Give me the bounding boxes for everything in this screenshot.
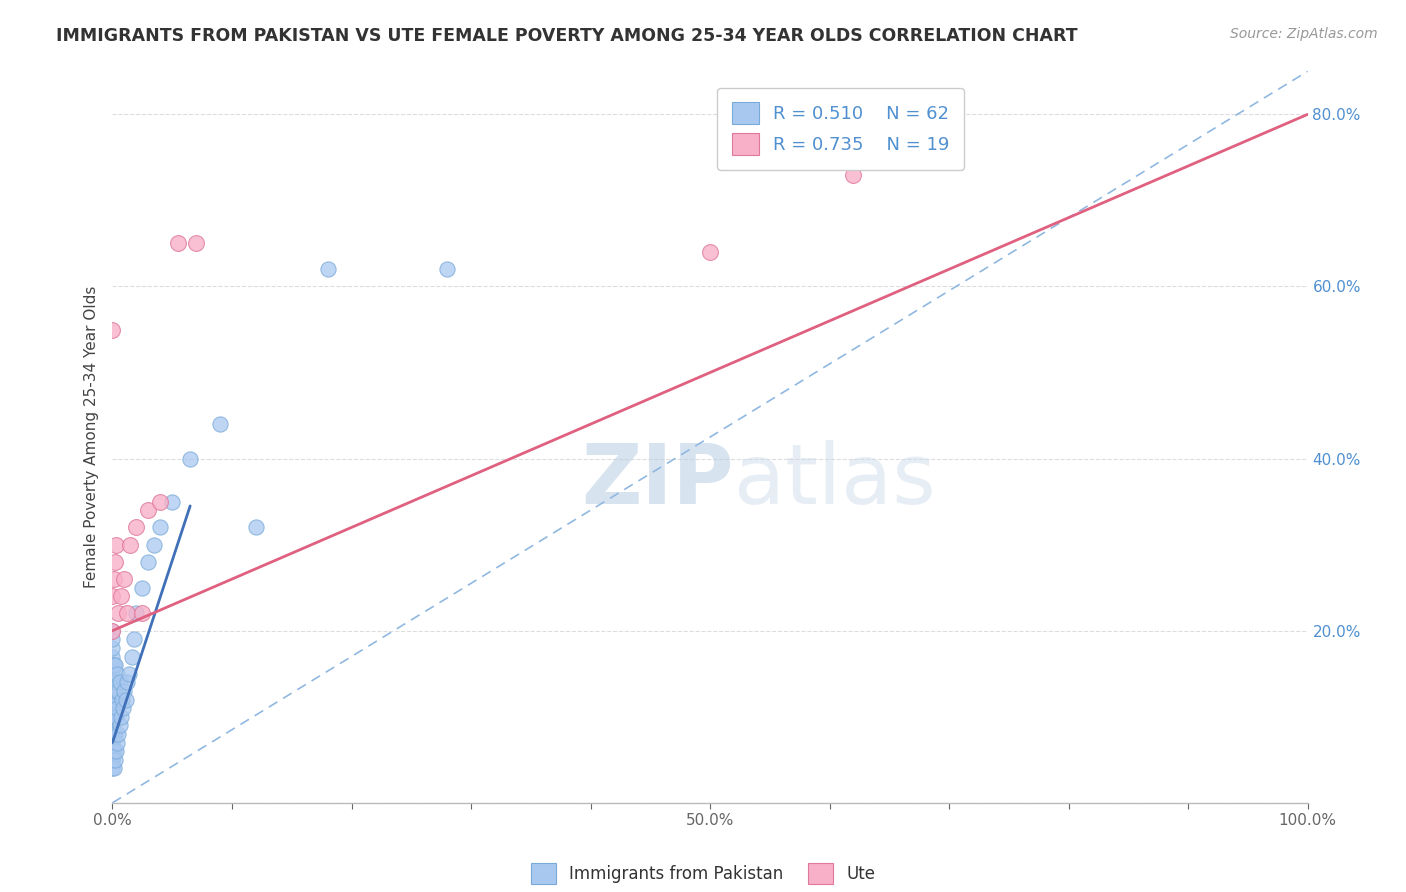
Point — [101, 649, 124, 664]
Point — [107, 727, 129, 741]
Point — [104, 727, 127, 741]
Text: IMMIGRANTS FROM PAKISTAN VS UTE FEMALE POVERTY AMONG 25-34 YEAR OLDS CORRELATION: IMMIGRANTS FROM PAKISTAN VS UTE FEMALE P… — [56, 27, 1078, 45]
Point — [103, 572, 125, 586]
Point — [101, 753, 124, 767]
Point — [101, 322, 124, 336]
Point — [105, 744, 128, 758]
Point — [103, 744, 125, 758]
Point — [209, 417, 232, 432]
Point — [108, 675, 131, 690]
Point — [122, 632, 145, 647]
Point — [107, 684, 129, 698]
Point — [842, 168, 865, 182]
Point — [138, 503, 160, 517]
Point — [138, 555, 160, 569]
Point — [167, 236, 190, 251]
Point — [115, 675, 138, 690]
Text: atlas: atlas — [734, 441, 935, 522]
Point — [101, 624, 124, 638]
Point — [104, 710, 127, 724]
Point — [105, 710, 128, 724]
Point — [103, 710, 125, 724]
Point — [101, 692, 124, 706]
Point — [245, 520, 267, 534]
Point — [101, 718, 124, 732]
Point — [101, 701, 124, 715]
Point — [125, 607, 148, 621]
Point — [101, 727, 124, 741]
Point — [103, 727, 125, 741]
Point — [110, 589, 132, 603]
Point — [114, 572, 135, 586]
Point — [101, 640, 124, 655]
Point — [114, 692, 136, 706]
Point — [114, 684, 135, 698]
Point — [699, 245, 721, 260]
Point — [131, 607, 153, 621]
Point — [110, 710, 132, 724]
Point — [149, 494, 172, 508]
Point — [436, 262, 458, 277]
Point — [120, 538, 142, 552]
Point — [186, 236, 208, 251]
Point — [149, 520, 172, 534]
Point — [105, 666, 128, 681]
Point — [101, 684, 124, 698]
Point — [105, 735, 128, 749]
Point — [108, 718, 131, 732]
Point — [118, 666, 141, 681]
Point — [143, 538, 166, 552]
Point — [125, 520, 148, 534]
Point — [115, 607, 138, 621]
Point — [316, 262, 339, 277]
Point — [104, 555, 127, 569]
Point — [101, 761, 124, 775]
Point — [105, 538, 128, 552]
Point — [101, 675, 124, 690]
Point — [101, 718, 124, 732]
Point — [103, 761, 125, 775]
Point — [111, 692, 134, 706]
Point — [101, 658, 124, 673]
Point — [162, 494, 183, 508]
Legend: R = 0.510    N = 62, R = 0.735    N = 19: R = 0.510 N = 62, R = 0.735 N = 19 — [717, 87, 965, 169]
Point — [101, 624, 124, 638]
Point — [112, 701, 135, 715]
Point — [101, 744, 124, 758]
Point — [101, 589, 124, 603]
Point — [107, 607, 129, 621]
Text: Source: ZipAtlas.com: Source: ZipAtlas.com — [1230, 27, 1378, 41]
Point — [103, 675, 125, 690]
Point — [101, 735, 124, 749]
Point — [131, 581, 153, 595]
Legend: Immigrants from Pakistan, Ute: Immigrants from Pakistan, Ute — [530, 863, 876, 884]
Point — [104, 753, 127, 767]
Point — [105, 701, 128, 715]
Y-axis label: Female Poverty Among 25-34 Year Olds: Female Poverty Among 25-34 Year Olds — [83, 286, 98, 588]
Point — [103, 692, 125, 706]
Point — [104, 658, 127, 673]
Point — [105, 675, 128, 690]
Text: ZIP: ZIP — [582, 441, 734, 522]
Point — [101, 666, 124, 681]
Point — [103, 658, 125, 673]
Point — [104, 684, 127, 698]
Point — [121, 649, 143, 664]
Point — [101, 753, 124, 767]
Point — [101, 710, 124, 724]
Point — [179, 451, 201, 466]
Point — [101, 632, 124, 647]
Point — [101, 735, 124, 749]
